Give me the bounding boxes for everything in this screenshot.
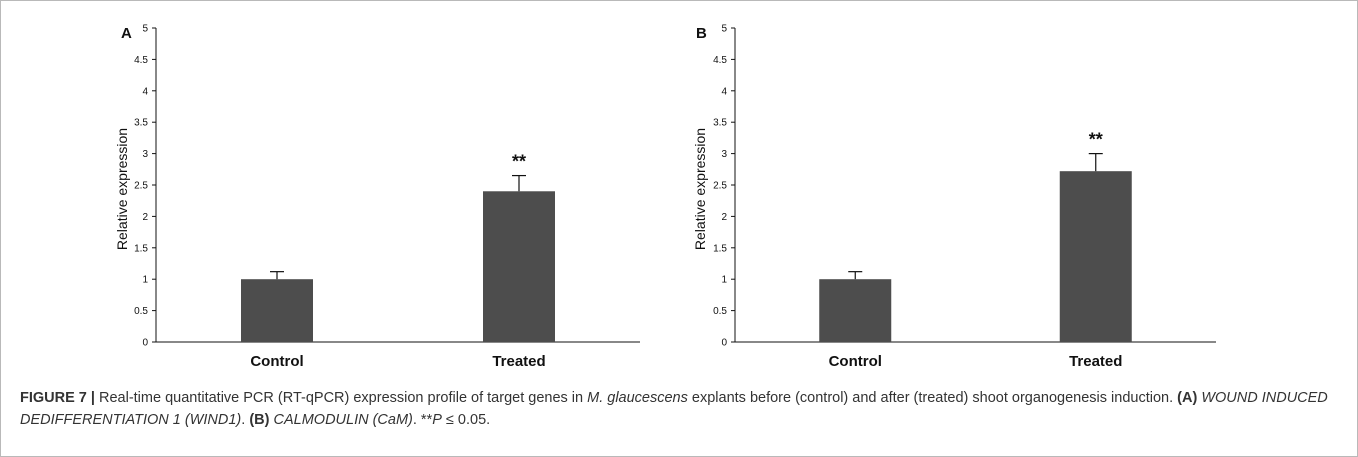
panel-a-y-tick-label: 0 bbox=[142, 338, 148, 349]
caption-ref-b: (B) bbox=[249, 412, 270, 428]
caption-text-2: explants before (control) and after (tre… bbox=[687, 390, 1178, 406]
panel-b-x-tick-label-control: Control bbox=[829, 353, 882, 370]
caption-sep: . bbox=[241, 412, 250, 428]
caption-gene-b: CALMODULIN (CaM) bbox=[273, 412, 413, 428]
caption-text-1: Real-time quantitative PCR (RT-qPCR) exp… bbox=[94, 390, 588, 406]
panel-b-letter: B bbox=[696, 25, 707, 42]
caption-gene-a: WOUND INDUCED DEDIFFERENTIATION 1 (WIND1… bbox=[20, 390, 1328, 428]
panel-b-y-tick-label: 0.5 bbox=[713, 306, 727, 317]
panel-b-y-tick-label: 2.5 bbox=[713, 181, 727, 192]
panel-a-y-tick-label: 2.5 bbox=[134, 181, 148, 192]
figure-charts: A 0 0.5 1 1.5 2 2.5 3 3.5 4 4.5 5 Relative expressio… bbox=[114, 24, 1216, 370]
panel-b-y-tick-label: 2 bbox=[721, 212, 727, 223]
panel-b-bar-control bbox=[819, 279, 892, 342]
panel-a-y-tick-label: 4.5 bbox=[134, 55, 148, 66]
caption-p-symbol: P bbox=[432, 412, 442, 428]
panel-a-y-tick-label: 0.5 bbox=[134, 306, 148, 317]
panel-a-y-tick-label: 1.5 bbox=[134, 243, 148, 254]
panel-a-y-tick-label: 4 bbox=[142, 86, 148, 97]
panel-b-y-tick-label: 4 bbox=[721, 86, 727, 97]
panel-a-bar-control bbox=[241, 279, 313, 342]
panel-a-significance-treated: ** bbox=[512, 152, 526, 172]
panel-b-y-tick-label: 3 bbox=[721, 149, 727, 160]
panel-b-significance-treated: ** bbox=[1089, 130, 1103, 150]
panel-b-y-tick-label: 4.5 bbox=[713, 55, 727, 66]
panel-a-letter: A bbox=[121, 25, 132, 42]
caption-text-4: ≤ 0.05. bbox=[441, 412, 491, 428]
caption-text-3: . ** bbox=[412, 412, 433, 428]
panel-b-y-tick-label: 5 bbox=[721, 24, 727, 35]
caption-species: M. glaucescens bbox=[587, 390, 688, 406]
panel-a-bar-treated bbox=[483, 191, 555, 342]
caption-ref-a: (A) bbox=[1177, 390, 1198, 406]
panel-b-y-tick-label: 1.5 bbox=[713, 243, 727, 254]
panel-a-y-axis-title: Relative expression bbox=[114, 128, 130, 250]
panel-b-bar-treated bbox=[1059, 171, 1132, 342]
panel-a-y-tick-label: 3.5 bbox=[134, 118, 148, 129]
panel-b-y-tick-label: 0 bbox=[721, 338, 727, 349]
panel-a-x-tick-label-control: Control bbox=[250, 353, 303, 370]
panel-b-y-tick-label: 3.5 bbox=[713, 118, 727, 129]
panel-a-y-tick-label: 1 bbox=[142, 275, 148, 286]
figure-caption: FIGURE 7 | Real-time quantitative PCR (R… bbox=[20, 387, 1340, 431]
panel-a-y-tick-label: 3 bbox=[142, 149, 148, 160]
panel-b-y-axis-title: Relative expression bbox=[692, 128, 708, 250]
panel-a-x-tick-label-treated: Treated bbox=[492, 353, 545, 370]
panel-a-y-tick-label: 5 bbox=[142, 24, 148, 35]
panel-b-x-tick-label-treated: Treated bbox=[1069, 353, 1122, 370]
panel-b-y-tick-label: 1 bbox=[721, 275, 727, 286]
panel-a-y-tick-label: 2 bbox=[142, 212, 148, 223]
caption-label: FIGURE 7 | bbox=[20, 390, 95, 406]
